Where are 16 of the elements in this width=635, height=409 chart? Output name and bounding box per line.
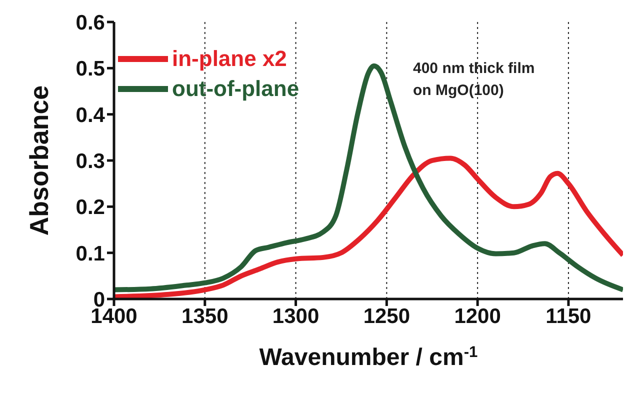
y-axis-title: Absorbance [24,85,54,236]
y-tick-label: 0.2 [76,196,105,220]
x-tick-label: 1150 [546,304,592,328]
annotation: 400 nm thick film on MgO(100) [413,59,535,101]
legend-label: out-of-plane [172,76,300,102]
y-tick-label: 0.3 [76,150,105,173]
x-axis-title: Wavenumber / cm$^{-1}$ [259,344,478,371]
x-tick-label: 1250 [363,304,410,328]
legend-label: in-plane x2 [172,46,287,72]
y-tick-label: 0.1 [76,242,106,266]
y-tick-label: 0.6 [76,11,105,34]
x-tick-label: 1350 [182,304,228,328]
x-tick-label: 1300 [272,304,320,328]
y-tick-label: 0.4 [76,104,106,127]
y-tick-label: 0.5 [76,58,106,81]
x-tick-label: 1200 [454,304,501,328]
